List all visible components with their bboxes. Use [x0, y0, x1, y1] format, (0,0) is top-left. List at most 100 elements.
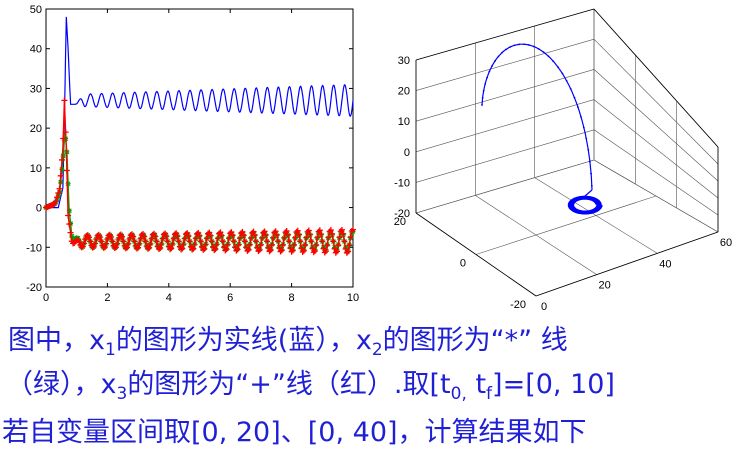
trajectory-point: [585, 137, 588, 140]
box-edge: [535, 231, 719, 297]
plus-marker: [190, 245, 197, 252]
plus-marker: [324, 242, 331, 249]
plus-marker: [329, 230, 336, 237]
plus-marker: [284, 231, 291, 238]
plus-marker: [189, 246, 196, 253]
plus-marker: [191, 241, 198, 248]
plus-marker: [275, 238, 282, 245]
plus-marker: [79, 243, 86, 250]
plus-marker: [228, 229, 235, 236]
plus-marker: [169, 241, 176, 248]
plus-marker: [237, 235, 244, 242]
plus-marker: [235, 241, 242, 248]
plus-marker: [170, 235, 177, 242]
plus-marker: [103, 240, 110, 247]
plus-marker: [346, 242, 353, 249]
plus-marker: [250, 228, 257, 235]
y-tick-label: 10: [30, 163, 42, 175]
trajectory-arc: [481, 43, 593, 191]
plus-marker: [264, 238, 271, 245]
plus-marker: [316, 227, 323, 234]
plus-marker: [286, 238, 293, 245]
plus-marker: [90, 243, 97, 250]
plus-marker: [229, 232, 236, 239]
plus-marker: [291, 241, 298, 248]
plus-marker: [280, 241, 287, 248]
plus-marker: [208, 238, 215, 245]
plus-marker: [338, 226, 345, 233]
plus-marker: [201, 245, 208, 252]
plus-marker: [225, 235, 232, 242]
trajectory-spiral: [567, 195, 603, 215]
plus-marker: [206, 229, 213, 236]
plus-marker: [218, 232, 225, 239]
plus-marker: [308, 238, 315, 245]
plus-marker: [341, 238, 348, 245]
plus-marker: [281, 234, 288, 241]
plus-marker: [55, 190, 62, 197]
plus-marker: [159, 235, 166, 242]
plus-marker: [259, 234, 266, 241]
x-tick-label: 4: [166, 292, 172, 304]
plus-marker: [307, 231, 314, 238]
plus-marker: [313, 242, 320, 249]
plus-marker: [256, 246, 263, 253]
plus-marker: [335, 242, 342, 249]
plus-marker: [350, 226, 356, 233]
z-gridline: [415, 38, 595, 91]
caption-line-1: 图中，x1的图形为实线(蓝），x2的图形为“*” 线: [8, 325, 568, 360]
y-tick-label: -20: [26, 282, 42, 294]
plus-marker: [330, 238, 337, 245]
z-gridline: [593, 38, 719, 165]
plus-marker: [203, 235, 210, 242]
plus-marker: [66, 221, 73, 228]
plus-marker: [230, 238, 237, 245]
plus-marker: [310, 249, 317, 256]
x3-tick-label: 20: [599, 280, 611, 292]
plus-marker: [122, 245, 129, 252]
trajectory-point: [481, 96, 484, 99]
plus-marker: [133, 245, 140, 252]
trajectory-point: [588, 160, 591, 163]
plus-marker: [239, 228, 246, 235]
plus-marker: [302, 242, 309, 249]
plus-marker: [347, 234, 354, 241]
plus-marker: [212, 246, 219, 253]
plus-marker: [219, 238, 226, 245]
plus-marker: [98, 238, 105, 245]
trajectory-point: [482, 89, 485, 92]
plus-marker: [222, 247, 229, 254]
plus-marker: [115, 235, 122, 242]
trajectory-point: [527, 44, 530, 46]
box-edge: [593, 8, 719, 148]
plus-marker: [111, 245, 118, 252]
trajectory-link: [584, 189, 593, 197]
plus-marker: [294, 227, 301, 234]
3d-trajectory: [481, 43, 603, 215]
plus-marker: [336, 234, 343, 241]
trajectory-point: [580, 116, 582, 118]
trajectory-point: [501, 51, 503, 54]
plus-marker: [300, 247, 307, 254]
plus-marker: [345, 248, 352, 255]
plus-marker: [179, 245, 186, 252]
plus-marker: [101, 244, 108, 251]
plus-marker: [278, 247, 285, 254]
box-edge: [415, 212, 537, 297]
plus-marker: [163, 233, 170, 240]
trajectory-point: [481, 104, 483, 106]
plus-marker: [104, 236, 111, 243]
plus-marker: [277, 248, 284, 255]
plus-marker: [100, 244, 107, 251]
plus-marker: [131, 238, 138, 245]
plus-marker: [295, 231, 302, 238]
trajectory-point: [488, 70, 491, 73]
trajectory-point: [532, 45, 535, 48]
plus-marker: [200, 246, 207, 253]
x3-tick-label: 40: [659, 258, 671, 270]
z-gridline: [415, 69, 595, 122]
star-marker: [65, 181, 71, 187]
x-tick-label: 6: [227, 292, 233, 304]
plus-marker: [137, 235, 144, 242]
trajectory-point: [587, 148, 590, 151]
